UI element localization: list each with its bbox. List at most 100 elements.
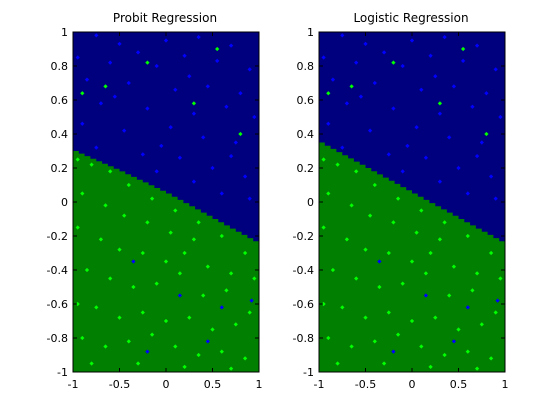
logistic-y-tick-label: 0: [307, 196, 314, 209]
probit-lower-class-point: [154, 281, 159, 286]
logistic-upper-class-point: [474, 153, 480, 159]
probit-lower-class-point: [117, 247, 122, 252]
logistic-lower-class-point: [386, 250, 391, 256]
logistic-x-tick-label: -0.5: [355, 378, 376, 391]
logistic-lower-class-point: [493, 310, 498, 315]
probit-upper-class-point: [135, 50, 141, 55]
logistic-lower-class-point: [372, 182, 377, 188]
probit-upper-class-point: [238, 91, 243, 96]
logistic-lower-class-point: [465, 349, 470, 354]
probit-upper-class-point: [233, 140, 238, 145]
logistic-lower-class-point: [428, 250, 433, 256]
probit-upper-class-point: [219, 191, 224, 196]
probit-regression-panel: Probit Regression -1 -0.5 0 0.5 1 -1 -0.8 -0.6 -…: [47, 11, 263, 391]
logistic-upper-class-point: [423, 155, 429, 160]
probit-lower-class-point: [168, 230, 173, 235]
probit-upper-class-point: [108, 60, 113, 65]
probit-lower-class-point: [122, 213, 127, 218]
logistic-upper-class-point: [386, 152, 391, 157]
probit-upper-class-point: [177, 155, 183, 160]
probit-upper-class-point: [196, 34, 201, 40]
probit-lower-class-point: [233, 322, 238, 327]
logistic-upper-class-point: [437, 179, 443, 184]
probit-y-tick-label: -0.4: [47, 264, 68, 277]
logistic-y-tick-label: -0.6: [293, 298, 314, 311]
probit-upper-class-point: [80, 121, 85, 126]
probit-lower-class-point: [215, 46, 220, 52]
logistic-lower-class-point: [433, 315, 438, 320]
logistic-lower-class-point: [372, 339, 377, 344]
probit-lower-class-point: [75, 225, 80, 230]
probit-lower-class-point: [224, 288, 229, 293]
probit-upper-class-point: [112, 94, 117, 99]
probit-x-tick-label: -1: [68, 378, 79, 391]
logistic-lower-class-point: [488, 250, 494, 256]
logistic-lower-class-point: [419, 208, 424, 213]
logistic-lower-class-point: [335, 361, 340, 366]
logistic-lower-class-point: [423, 271, 429, 276]
probit-y-tick-label: 1: [61, 26, 68, 39]
probit-lower-class-point: [126, 182, 131, 188]
probit-upper-class-point: [177, 293, 183, 298]
logistic-lower-class-point: [419, 344, 424, 349]
probit-upper-class-point: [224, 104, 229, 109]
probit-upper-class-point: [191, 111, 197, 116]
probit-lower-class-point: [228, 366, 234, 371]
probit-lower-class-point: [80, 191, 85, 196]
logistic-upper-class-point: [367, 128, 373, 133]
logistic-lower-class-point: [326, 335, 331, 341]
probit-lower-class-point: [173, 208, 178, 213]
probit-y-tick-label: 0.2: [51, 162, 69, 175]
probit-lower-class-point: [196, 352, 201, 358]
probit-lower-class-point: [131, 284, 136, 290]
probit-x-tick-label: 0.5: [204, 378, 222, 391]
logistic-upper-class-point: [400, 169, 405, 174]
logistic-lower-class-point: [381, 361, 387, 366]
probit-y-tick-label: 0.6: [51, 94, 69, 107]
logistic-upper-class-point: [465, 191, 470, 196]
probit-upper-class-point: [145, 349, 150, 354]
probit-lower-class-point: [252, 276, 257, 281]
logistic-lower-class-point: [498, 276, 503, 281]
logistic-y-tick-label: 0.6: [297, 94, 315, 107]
logistic-lower-class-point: [354, 276, 359, 281]
logistic-lower-class-point: [321, 225, 326, 230]
logistic-y-tick-label: -1: [303, 366, 314, 379]
logistic-upper-class-point: [488, 174, 494, 179]
logistic-upper-class-point: [493, 196, 498, 201]
probit-y-tick-label: -0.6: [47, 298, 68, 311]
logistic-lower-class-point: [409, 259, 415, 264]
logistic-y-tick-label: -0.4: [293, 264, 314, 277]
logistic-lower-class-point: [428, 364, 433, 370]
probit-lower-class-point: [135, 361, 141, 366]
logistic-lower-class-point: [367, 213, 373, 218]
probit-upper-class-point: [145, 106, 150, 111]
logistic-y-tick-label: 0.2: [297, 162, 315, 175]
probit-upper-class-point: [154, 169, 159, 174]
logistic-lower-class-point: [354, 169, 359, 174]
logistic-upper-class-point: [423, 293, 429, 298]
logistic-lower-class-point: [363, 247, 368, 252]
logistic-lower-class-point: [465, 233, 470, 239]
probit-x-tick-label: 0: [163, 378, 170, 391]
probit-lower-class-point: [196, 220, 201, 225]
probit-lower-class-point: [89, 162, 94, 167]
logistic-lower-class-point: [479, 322, 484, 327]
logistic-y-tick-label: 1: [307, 26, 314, 39]
probit-lower-class-point: [80, 91, 85, 96]
logistic-lower-class-point: [344, 237, 350, 242]
logistic-upper-class-point: [456, 165, 461, 171]
logistic-lower-class-point: [474, 271, 480, 276]
probit-lower-class-point: [201, 293, 206, 298]
probit-y-tick-label: 0.8: [51, 60, 69, 73]
probit-lower-class-point: [173, 344, 178, 349]
probit-y-tick-label: 0.4: [51, 128, 69, 141]
probit-upper-class-point: [163, 38, 169, 43]
probit-upper-class-point: [154, 63, 159, 69]
probit-y-tick-label: -0.8: [47, 332, 68, 345]
logistic-lower-class-point: [377, 284, 382, 290]
probit-lower-class-point: [163, 318, 169, 324]
probit-lower-class-point: [140, 250, 145, 256]
logistic-lower-class-point: [395, 196, 401, 201]
logistic-upper-class-point: [405, 143, 410, 149]
